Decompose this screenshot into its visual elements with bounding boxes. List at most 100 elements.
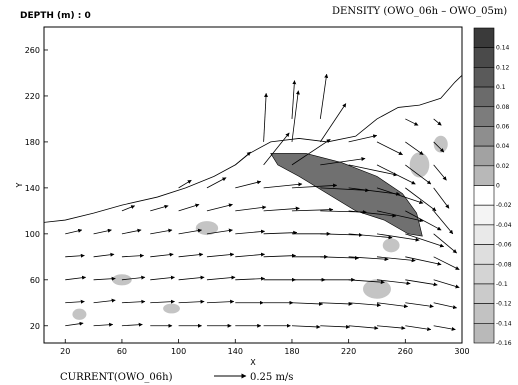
current-vector	[150, 204, 169, 212]
colorbar-label: 0.04	[496, 143, 510, 150]
colorbar-swatch	[473, 224, 495, 245]
current-vector	[263, 253, 296, 258]
current-vector	[263, 132, 290, 166]
colorbar-label: -0.12	[496, 301, 512, 308]
current-vector	[235, 252, 266, 258]
current-vector	[320, 157, 366, 166]
current-vector	[291, 80, 297, 119]
current-vector	[235, 151, 251, 166]
colorbar-swatch	[473, 283, 495, 304]
current-vector	[291, 183, 338, 189]
current-vector	[206, 228, 233, 235]
current-vector	[348, 256, 389, 262]
current-vector	[291, 301, 324, 306]
current-vector	[405, 256, 442, 266]
colorbar-label: 0.06	[496, 123, 510, 130]
colorbar-label: 0.12	[496, 64, 510, 71]
current-vector	[348, 325, 379, 330]
current-vector	[405, 141, 424, 156]
y-tick-label: 140	[25, 184, 40, 193]
colorbar-label: -0.04	[496, 222, 512, 229]
current-vector	[263, 206, 300, 212]
current-vector	[461, 302, 462, 304]
current-vector	[65, 253, 85, 258]
y-tick-label: 220	[25, 92, 40, 101]
current-vector	[405, 279, 438, 287]
current-vector	[348, 210, 397, 218]
current-vector	[376, 233, 420, 242]
current-vector	[376, 256, 416, 263]
current-vector	[348, 302, 381, 308]
current-vector	[121, 299, 146, 304]
current-vector	[461, 256, 462, 258]
current-vector	[65, 321, 84, 327]
colorbar-swatch	[473, 47, 495, 68]
current-vector	[348, 187, 401, 196]
colorbar-label: 0.08	[496, 104, 510, 111]
current-vector	[291, 138, 331, 166]
current-vector	[319, 73, 329, 119]
land-patch	[433, 135, 448, 153]
current-vector	[348, 233, 393, 240]
current-vector	[461, 279, 462, 281]
current-vector	[121, 205, 136, 212]
current-vector	[405, 187, 437, 212]
colorbar-swatch	[473, 126, 495, 147]
current-vector	[206, 275, 236, 281]
current-vector	[235, 229, 266, 235]
current-vector	[235, 205, 267, 212]
current-vector	[376, 325, 406, 330]
current-vector	[405, 325, 432, 332]
current-vector	[150, 299, 175, 304]
y-tick-label: 260	[25, 46, 40, 55]
land-patch	[382, 238, 400, 253]
current-vector	[65, 299, 85, 304]
x-tick-label: 100	[171, 347, 186, 356]
current-vector	[348, 134, 378, 143]
current-vector	[461, 233, 462, 235]
current-vector	[405, 210, 442, 231]
current-vector	[348, 279, 385, 285]
current-vector	[178, 252, 204, 258]
current-vector	[93, 322, 114, 327]
land-patch	[72, 308, 87, 320]
current-vector	[320, 187, 370, 193]
current-vector	[348, 164, 398, 177]
colorbar-label: 0.1	[496, 84, 506, 91]
x-tick-label: 60	[117, 347, 127, 356]
current-vector	[291, 207, 334, 212]
colorbar-label: -0.06	[496, 242, 512, 249]
colorbar-swatch	[473, 145, 495, 167]
x-tick-label: 220	[341, 347, 356, 356]
depth-label: DEPTH (m) : 0	[20, 11, 91, 21]
y-tick-label: 180	[25, 138, 40, 147]
colorbar: 0.14 0.12 0.1 0.08 0.06 0.04 0.02 0 -0.02 -0.04 -0…	[473, 27, 512, 347]
current-vector	[93, 228, 112, 235]
current-vector	[291, 324, 321, 329]
current-vector	[433, 279, 460, 289]
colorbar-swatch	[473, 106, 495, 127]
current-vector	[206, 252, 235, 258]
current-vector	[433, 187, 450, 209]
current-vector	[121, 275, 146, 281]
current-vector	[235, 276, 266, 281]
current-vector	[178, 299, 205, 304]
colorbar-swatch	[473, 185, 495, 206]
colorbar-label: 0.14	[496, 45, 510, 52]
x-tick-label: 180	[284, 347, 299, 356]
current-vector	[376, 210, 424, 223]
current-vector	[121, 322, 143, 327]
current-vector	[405, 164, 432, 185]
current-vector	[320, 324, 351, 329]
current-vector	[433, 164, 447, 181]
colorbar-swatch	[473, 323, 495, 344]
colorbar-swatch	[473, 263, 495, 285]
current-vector	[376, 164, 416, 185]
colorbar-swatch	[473, 165, 495, 186]
x-axis-label: X	[250, 358, 256, 367]
x-axis: 20 60 100 140 180 220 260 300	[60, 339, 470, 356]
current-vector	[433, 118, 442, 126]
current-vector	[461, 325, 462, 327]
current-label: CURRENT(OWO_06h)	[60, 372, 173, 383]
colorbar-label: -0.1	[496, 281, 508, 288]
